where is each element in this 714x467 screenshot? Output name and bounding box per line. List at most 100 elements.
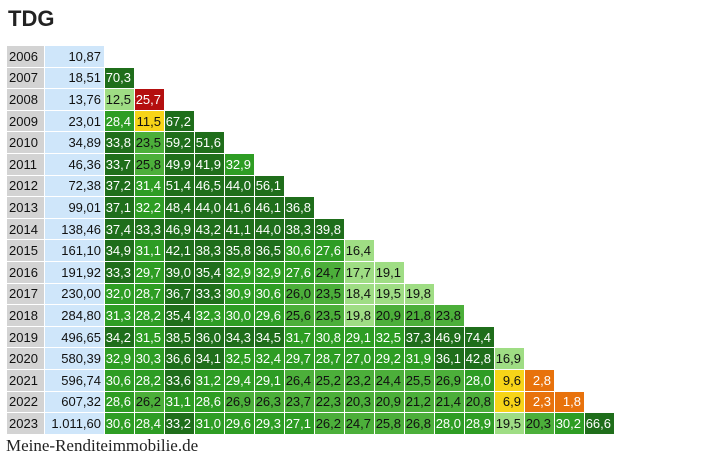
return-cell: 32,2: [135, 197, 165, 219]
chart-title: TDG: [8, 6, 55, 31]
year-label: 2017: [7, 283, 45, 306]
return-cell: 36,0: [195, 326, 225, 349]
return-cell: 30,8: [315, 326, 345, 349]
return-cell: 19,8: [345, 305, 375, 327]
return-cell: 36,6: [165, 348, 195, 370]
return-cell: 33,6: [165, 370, 195, 392]
return-cell: -25,7: [135, 89, 165, 111]
return-cell: 24,7: [315, 262, 345, 284]
return-cell: 41,1: [225, 218, 255, 241]
return-cell: 20,8: [465, 391, 495, 414]
return-cell: 19,8: [405, 283, 435, 306]
return-cell: 31,0: [195, 413, 225, 435]
return-cell: 31,2: [195, 370, 225, 392]
price-value: 607,32: [45, 391, 105, 414]
return-cell: 9,6: [495, 370, 525, 392]
return-cell: 39,0: [165, 262, 195, 284]
return-cell: 37,2: [105, 175, 135, 198]
return-cell: 30,2: [555, 413, 585, 435]
return-cell: 21,2: [405, 391, 435, 414]
price-value: 580,39: [45, 348, 105, 370]
return-cell: 59,2: [165, 132, 195, 154]
return-cell: 23,2: [345, 370, 375, 392]
year-label: 2020: [7, 348, 45, 370]
year-label: 2015: [7, 240, 45, 262]
year-label: 2011: [7, 154, 45, 176]
return-cell: 20,9: [375, 305, 405, 327]
year-label: 2022: [7, 391, 45, 414]
year-label: 2009: [7, 110, 45, 133]
return-cell: 30,0: [225, 305, 255, 327]
return-cell: 37,3: [405, 326, 435, 349]
return-cell: 23,7: [285, 391, 315, 414]
price-value: 496,65: [45, 326, 105, 349]
price-value: 23,01: [45, 110, 105, 133]
return-cell: 27,1: [285, 413, 315, 435]
return-cell: 42,8: [465, 348, 495, 370]
return-cell: 29,7: [135, 262, 165, 284]
return-cell: 20,9: [375, 391, 405, 414]
return-cell: 11,5: [135, 110, 165, 133]
price-value: 284,80: [45, 305, 105, 327]
return-cell: 19,5: [375, 283, 405, 306]
return-cell: 42,1: [165, 240, 195, 262]
return-cell: 39,8: [315, 218, 345, 241]
return-cell: 33,3: [195, 283, 225, 306]
return-cell: 35,8: [225, 240, 255, 262]
return-cell: 20,3: [345, 391, 375, 414]
return-cell: 28,7: [135, 283, 165, 306]
return-cell: 24,7: [345, 413, 375, 435]
year-label: 2007: [7, 67, 45, 90]
return-cell: 51,6: [195, 132, 225, 154]
year-label: 2018: [7, 305, 45, 327]
return-cell: 30,6: [105, 413, 135, 435]
return-cell: 28,7: [315, 348, 345, 370]
return-cell: 66,6: [585, 413, 615, 435]
return-cell: 34,1: [195, 348, 225, 370]
return-cell: 26,3: [255, 391, 285, 414]
return-cell: 37,1: [105, 197, 135, 219]
return-cell: 34,5: [255, 326, 285, 349]
return-cell: 30,9: [225, 283, 255, 306]
year-label: 2016: [7, 262, 45, 284]
return-cell: 31,1: [135, 240, 165, 262]
return-cell: 28,2: [135, 305, 165, 327]
return-cell: 38,3: [285, 218, 315, 241]
return-cell: 36,8: [285, 197, 315, 219]
return-cell: 46,1: [255, 197, 285, 219]
return-cell: 25,2: [315, 370, 345, 392]
return-cell: 32,5: [225, 348, 255, 370]
year-label: 2013: [7, 197, 45, 219]
return-cell: 16,9: [495, 348, 525, 370]
return-cell: 29,6: [255, 305, 285, 327]
return-cell: 35,4: [195, 262, 225, 284]
price-value: 13,76: [45, 89, 105, 111]
return-cell: 44,0: [195, 197, 225, 219]
return-cell: 23,5: [315, 305, 345, 327]
price-value: 191,92: [45, 262, 105, 284]
year-label: 2012: [7, 175, 45, 198]
return-cell: 28,6: [195, 391, 225, 414]
return-cell: 70,3: [105, 67, 135, 90]
return-cell: 31,1: [165, 391, 195, 414]
return-cell: 46,9: [435, 326, 465, 349]
year-label: 2014: [7, 218, 45, 241]
return-cell: 32,0: [105, 283, 135, 306]
return-cell: 41,9: [195, 154, 225, 176]
return-cell: 22,3: [315, 391, 345, 414]
return-cell: 30,3: [135, 348, 165, 370]
return-cell: 21,4: [435, 391, 465, 414]
return-cell: 23,5: [315, 283, 345, 306]
return-cell: 33,3: [105, 262, 135, 284]
return-cell: 26,0: [285, 283, 315, 306]
return-cell: 30,6: [255, 283, 285, 306]
return-cell: 25,8: [375, 413, 405, 435]
return-cell: 36,5: [255, 240, 285, 262]
year-label: 2006: [7, 46, 45, 68]
return-cell: 51,4: [165, 175, 195, 198]
return-cell: 25,5: [405, 370, 435, 392]
return-cell: 49,9: [165, 154, 195, 176]
return-cell: 34,2: [105, 326, 135, 349]
return-cell: 31,4: [135, 175, 165, 198]
price-value: 161,10: [45, 240, 105, 262]
